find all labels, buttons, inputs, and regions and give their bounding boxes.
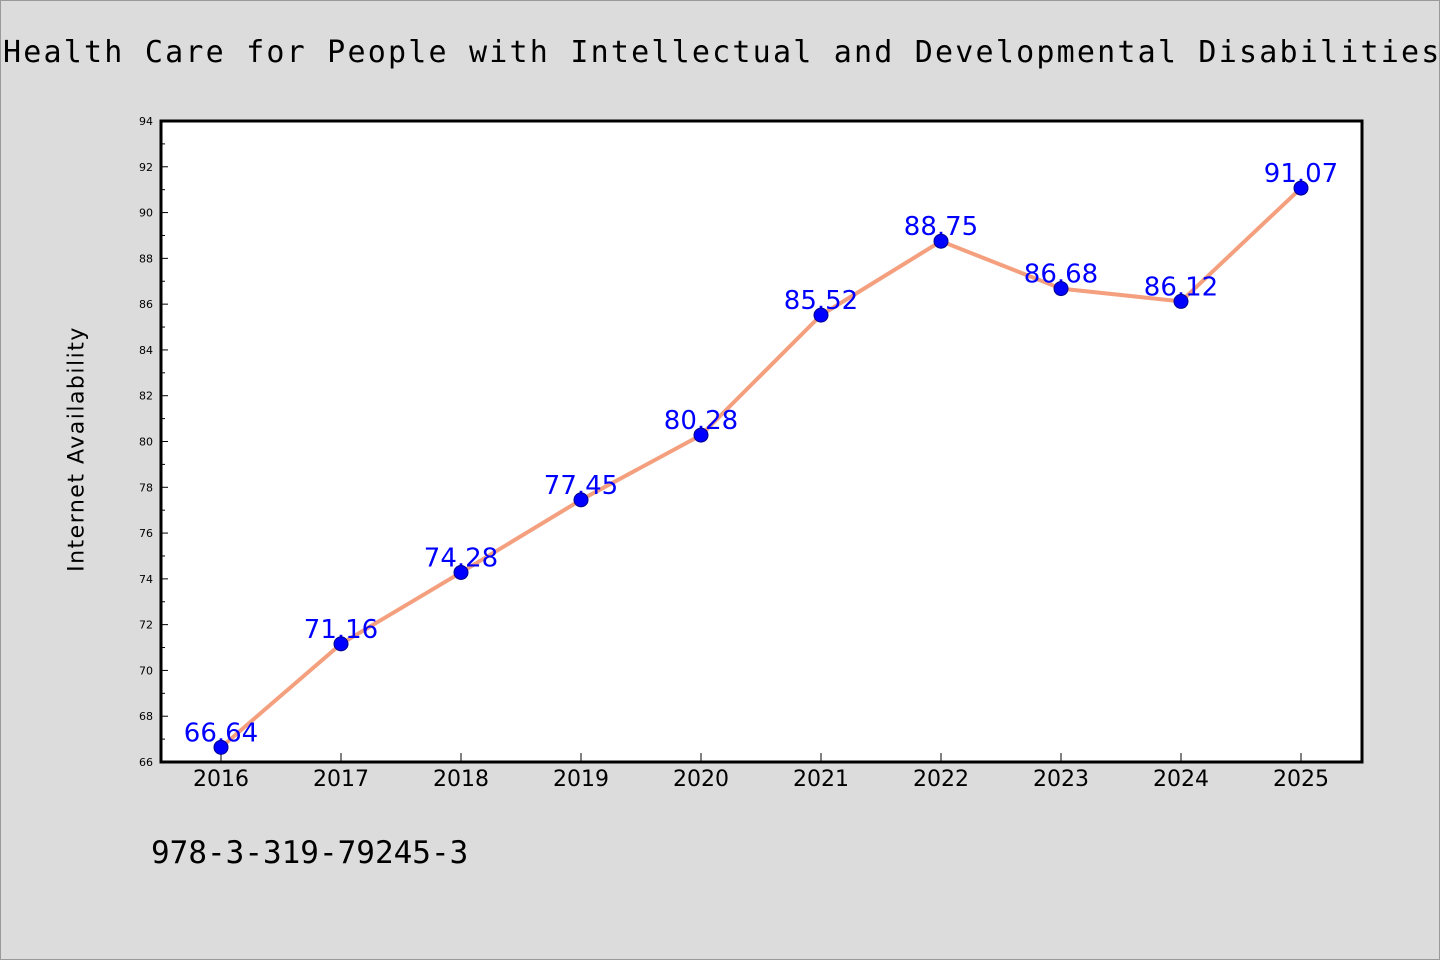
data-point [453, 564, 469, 580]
y-tick-label: 80 [139, 436, 153, 449]
y-tick-label: 88 [139, 252, 153, 265]
y-tick-label: 90 [139, 207, 153, 220]
x-tick-label: 2019 [553, 767, 609, 792]
x-tick-label: 2017 [313, 767, 369, 792]
x-tick-label: 2022 [913, 767, 969, 792]
series-line [219, 186, 1303, 750]
data-point [213, 739, 229, 755]
data-point [933, 233, 949, 249]
y-tick-label: 84 [139, 344, 153, 357]
x-tick-label: 2023 [1033, 767, 1089, 792]
x-tick-label: 2024 [1153, 767, 1209, 792]
x-tick-label: 2020 [673, 767, 729, 792]
x-tick-label: 2016 [193, 767, 249, 792]
chart-title: Health Care for People with Intellectual… [3, 35, 1440, 70]
y-tick-label: 78 [139, 481, 153, 494]
footnote-isbn: 978-3-319-79245-3 [151, 835, 469, 871]
data-point [1293, 180, 1309, 196]
y-tick-label: 68 [139, 710, 153, 723]
y-tick-label: 94 [139, 115, 153, 128]
data-point [1173, 293, 1189, 309]
y-tick-label: 76 [139, 527, 153, 540]
y-tick-label: 82 [139, 390, 153, 403]
y-tick-label: 92 [139, 161, 153, 174]
y-tick-label: 66 [139, 756, 153, 769]
data-point [333, 636, 349, 652]
y-tick-label: 86 [139, 298, 153, 311]
x-tick-label: 2025 [1273, 767, 1329, 792]
y-tick-label: 74 [139, 573, 153, 586]
data-point [573, 492, 589, 508]
plot-area [159, 119, 1364, 764]
data-point [813, 307, 829, 323]
x-tick-label: 2021 [793, 767, 849, 792]
y-tick-label: 72 [139, 619, 153, 632]
x-tick-label: 2018 [433, 767, 489, 792]
data-point [1053, 281, 1069, 297]
y-tick-label: 70 [139, 664, 153, 677]
data-point [693, 427, 709, 443]
